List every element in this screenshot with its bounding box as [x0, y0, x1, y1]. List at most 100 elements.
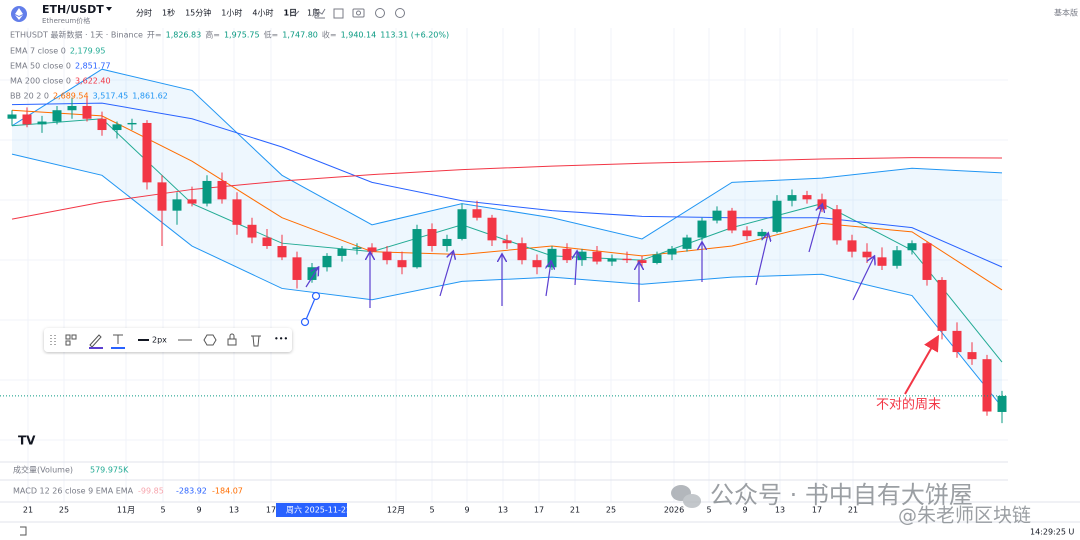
candle-body	[727, 210, 737, 231]
more-intervals[interactable]	[292, 10, 300, 15]
candle-body	[547, 248, 557, 268]
time-label: 25	[59, 506, 69, 515]
arrow[interactable]	[808, 205, 822, 253]
symbol-subtitle: Ethereum价格	[42, 16, 90, 25]
arrow[interactable]	[305, 268, 318, 288]
ohlc-label: 开=	[147, 31, 162, 40]
ohlc-value: 1,940.14	[341, 31, 377, 40]
candle-body	[952, 330, 962, 353]
arrow[interactable]	[546, 262, 551, 297]
time-label: 13	[775, 506, 785, 515]
arrow[interactable]	[755, 234, 768, 286]
candle-body	[667, 248, 677, 255]
settings[interactable]	[203, 334, 217, 346]
trend-line[interactable]	[304, 295, 317, 323]
interval[interactable]: 1周	[307, 9, 320, 18]
candle-body	[922, 243, 932, 280]
screenshot[interactable]	[352, 8, 365, 18]
drawing-toolbar: 2px •••	[44, 328, 292, 352]
symbol[interactable]: ETH/USDT	[42, 3, 104, 16]
ohlc-label: 高=	[205, 30, 220, 40]
width-label[interactable]: 2px	[152, 336, 167, 345]
text-color[interactable]	[113, 334, 123, 344]
indicator-name: EMA 50 close 0	[10, 62, 71, 71]
legend-title: ETHUSDT 最新数据 · 1天 · Binance	[10, 30, 143, 40]
candle-body	[412, 229, 422, 268]
lock-shackle	[229, 333, 235, 339]
add-alert[interactable]	[395, 8, 405, 18]
ohlc-label: 收=	[322, 30, 337, 40]
interval[interactable]: 15分钟	[185, 8, 211, 18]
indicators[interactable]	[333, 8, 344, 19]
ohlc-label: 低=	[264, 30, 279, 40]
line-handle[interactable]	[311, 291, 321, 301]
bb-upper	[11, 68, 1003, 240]
settings[interactable]	[375, 8, 385, 18]
chart-type[interactable]	[314, 8, 326, 19]
candle-body	[157, 182, 167, 211]
candle-body	[832, 209, 842, 241]
candle-body	[337, 248, 347, 256]
time-label: 2026	[664, 506, 684, 515]
footer-icon[interactable]	[20, 526, 27, 536]
arrow[interactable]	[852, 257, 874, 301]
template-icon[interactable]	[65, 334, 71, 340]
candle-body	[322, 255, 332, 268]
line-handle[interactable]	[300, 317, 310, 327]
indicator-name: EMA 7 close 0	[10, 47, 66, 56]
candle-body	[607, 258, 617, 262]
candle-body	[892, 250, 902, 266]
candle-body	[847, 240, 857, 252]
red-arrow[interactable]	[904, 334, 939, 395]
candle-body	[127, 122, 137, 125]
indicator-value: 3,517.45	[93, 92, 129, 101]
candle-body	[967, 352, 977, 360]
candle-body	[67, 105, 77, 111]
candle-body	[592, 251, 602, 262]
candle-body	[907, 243, 917, 251]
delete[interactable]	[251, 335, 261, 347]
candle-body	[937, 279, 947, 331]
candle-body	[517, 243, 527, 261]
candle-body	[247, 224, 257, 238]
symbol-dropdown[interactable]	[106, 7, 112, 11]
eth-glyph	[15, 8, 23, 20]
annotation[interactable]: 不对的周末	[876, 397, 941, 413]
candle-body	[112, 124, 122, 131]
time-axis: 21 25 11月 5 9 13 17 12月 5 9 13 17 21 25 2026 5 9 13 17 21	[23, 506, 858, 515]
arrow[interactable]	[575, 252, 577, 286]
interval[interactable]: 4小时	[252, 8, 273, 18]
candle-body	[742, 230, 752, 237]
interval[interactable]: 1日	[283, 9, 297, 18]
legend: ETHUSDT 最新数据 · 1天 · Binance 开= 1,826.83 高= 1…	[10, 30, 449, 101]
mode[interactable]: 基本版	[1054, 8, 1078, 18]
candle-body	[442, 238, 452, 247]
interval[interactable]: 1秒	[162, 8, 175, 18]
time-label: 17	[266, 506, 276, 515]
candle-body	[427, 229, 437, 247]
candle-body	[37, 121, 47, 125]
time-label: 5	[429, 506, 434, 515]
more[interactable]: •••	[274, 335, 288, 344]
candle-body	[7, 114, 17, 119]
candle-body	[502, 240, 512, 244]
header-bar	[0, 0, 1080, 28]
interval[interactable]: 1小时	[221, 8, 242, 18]
candle-body	[622, 258, 632, 261]
line-color[interactable]	[89, 334, 102, 348]
interval[interactable]: 分时	[136, 8, 152, 18]
candle-body	[52, 110, 62, 122]
time-label: 13	[229, 506, 239, 515]
candle-body	[682, 237, 692, 249]
indicator-name: MA 200 close 0	[10, 77, 71, 86]
ohlc-value: 1,826.83	[166, 31, 202, 40]
indicator-value: 2,689.54	[53, 92, 89, 101]
candle-body	[217, 180, 227, 200]
arrow[interactable]	[439, 252, 453, 297]
candle-body	[232, 199, 242, 225]
lock[interactable]	[227, 338, 237, 346]
candle-body	[772, 200, 782, 232]
volume-value: 579.975K	[90, 466, 129, 475]
candle-body	[262, 237, 272, 247]
